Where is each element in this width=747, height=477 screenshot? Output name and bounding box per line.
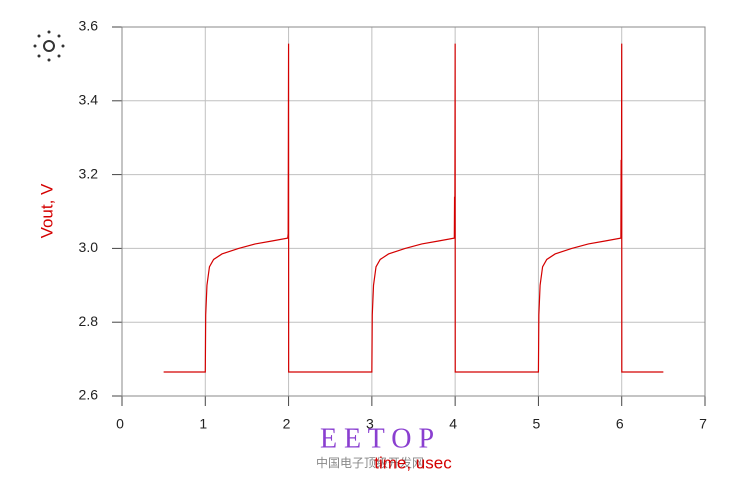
y-tick-label: 2.8 [79,313,99,329]
x-tick-label: 5 [533,416,541,432]
x-tick-label: 0 [116,416,124,432]
x-tick-label: 1 [199,416,207,432]
y-tick-label: 3.2 [79,165,99,181]
data-line [163,43,664,373]
x-tick-label: 2 [283,416,291,432]
x-axis-label: time, usec [374,453,452,472]
watermark-sub: 中国电子顶级开发网 [316,455,424,470]
y-tick-label: 2.6 [79,387,99,403]
watermark: E E T O P [320,423,434,454]
x-tick-label: 7 [699,416,707,432]
logo-icon [33,30,65,62]
y-tick-label: 3.0 [79,239,99,255]
plot-frame [121,26,706,397]
x-tick-label: 3 [366,416,374,432]
x-tick-label: 4 [449,416,457,432]
x-tick-label: 6 [616,416,624,432]
y-tick-label: 3.6 [79,18,99,34]
y-tick-label: 3.4 [79,92,99,108]
y-axis-label: Vout, V [37,183,56,238]
